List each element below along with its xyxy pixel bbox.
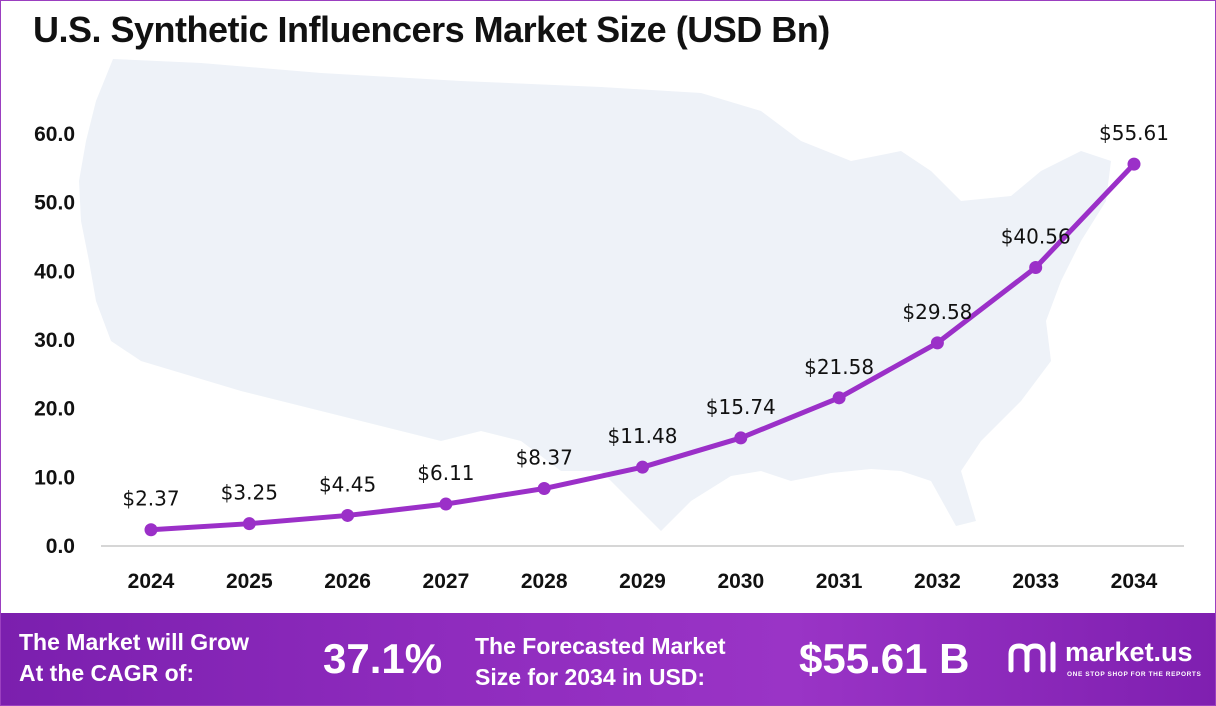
x-tick-label: 2026 [324,570,371,593]
data-label: $40.56 [1001,224,1071,248]
y-tick-label: 10.0 [34,466,75,489]
forecast-caption: The Forecasted Market Size for 2034 in U… [475,631,726,693]
data-point [341,508,355,522]
x-tick-label: 2025 [226,570,273,593]
y-tick-label: 60.0 [34,123,75,146]
cagr-value: 37.1% [323,635,443,682]
chart-title: U.S. Synthetic Influencers Market Size (… [33,9,830,50]
brand-tagline: ONE STOP SHOP FOR THE REPORTS [1067,671,1202,678]
x-tick-label: 2027 [423,570,470,593]
y-tick-label: 50.0 [34,192,75,215]
forecast-line-1: The Forecasted Market [475,633,726,659]
y-tick-label: 40.0 [34,260,75,283]
data-label: $6.11 [417,461,474,485]
data-label: $29.58 [902,300,972,324]
forecast-value: $55.61 B [799,635,970,682]
data-point [1127,157,1141,171]
data-point [439,497,453,511]
x-tick-label: 2033 [1012,570,1059,593]
data-point [537,482,551,496]
brand-name: market.us [1065,637,1193,667]
x-tick-label: 2031 [816,570,863,593]
data-label: $2.37 [122,487,179,511]
data-point [636,460,649,474]
data-label: $3.25 [221,481,278,505]
footer-banner: The Market will Grow At the CAGR of: 37.… [1,613,1215,705]
y-tick-label: 30.0 [34,329,75,352]
y-tick-label: 20.0 [34,398,75,421]
cagr-line-1: The Market will Grow [19,629,250,655]
data-label: $15.74 [706,395,776,419]
x-tick-label: 2028 [521,570,568,593]
data-point [930,336,944,350]
data-label: $11.48 [608,424,678,448]
cagr-line-2: At the CAGR of: [19,660,195,686]
us-map-silhouette [79,59,1111,531]
x-tick-label: 2029 [619,570,666,593]
forecast-line-2: Size for 2034 in USD: [475,664,706,690]
x-tick-label: 2030 [717,570,764,593]
data-label: $21.58 [804,355,874,379]
y-tick-label: 0.0 [46,535,75,558]
x-tick-label: 2032 [914,570,961,593]
data-label: $4.45 [319,472,376,496]
data-point [832,391,846,405]
data-point [144,523,158,537]
data-point [734,431,748,445]
market-us-logo-icon [1008,641,1056,673]
cagr-caption: The Market will Grow At the CAGR of: [19,627,249,689]
data-label: $55.61 [1099,121,1169,145]
x-tick-label: 2024 [128,570,175,593]
line-chart: 0.0 10.0 20.0 30.0 40.0 50.0 60.0 2024 2025 2026 2… [34,59,1184,593]
data-label: $8.37 [516,446,573,470]
data-point [1029,260,1043,274]
data-point [242,517,256,531]
x-tick-label: 2034 [1111,570,1158,593]
